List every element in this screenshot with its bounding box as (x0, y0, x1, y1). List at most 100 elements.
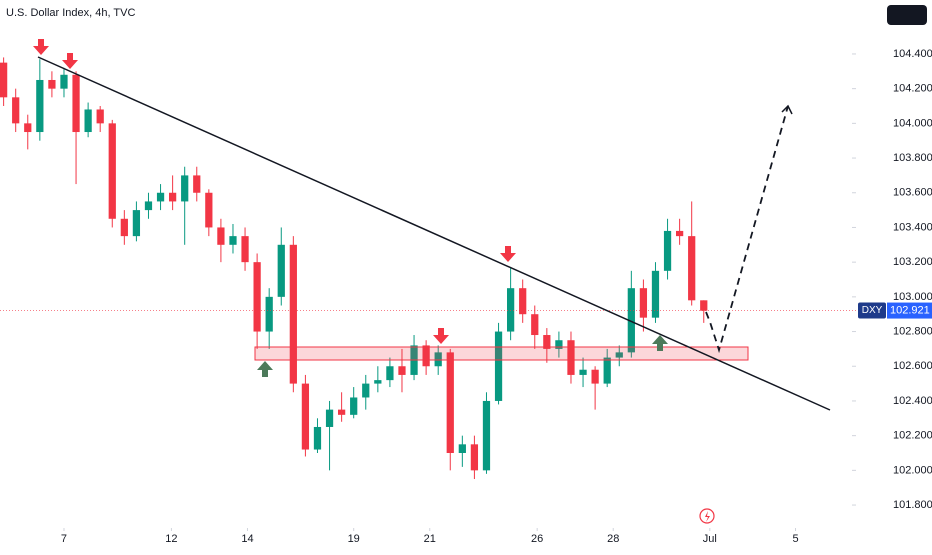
x-tick-label: 28 (607, 533, 619, 545)
y-tick-label: 103.000 (893, 291, 932, 303)
candle-body (289, 244, 297, 384)
candle-body (531, 314, 539, 336)
candle-body (615, 352, 623, 358)
chart-title: U.S. Dollar Index, 4h, TVC (6, 7, 135, 19)
candle-body (374, 380, 382, 384)
y-tick-label: 102.800 (893, 325, 932, 337)
candle-body (48, 79, 56, 89)
down-arrow (500, 246, 516, 262)
candle-body (639, 288, 648, 318)
candle-body (579, 369, 587, 375)
candle-body (663, 230, 672, 271)
candle-body (470, 444, 479, 471)
candle-body (446, 352, 454, 453)
candle-body (253, 262, 261, 332)
candle-body (555, 340, 563, 349)
candle-body (181, 175, 189, 202)
y-tick-label: 103.800 (893, 152, 932, 164)
candle-body (338, 409, 346, 415)
candle-body (229, 236, 237, 245)
candle-body (36, 79, 44, 133)
x-tick-label: 21 (424, 533, 436, 545)
x-tick-label: 12 (165, 533, 177, 545)
candle-body (603, 357, 611, 384)
down-arrow (33, 39, 49, 55)
x-tick-label: 7 (61, 533, 67, 545)
y-tick-label: 102.400 (893, 395, 932, 407)
candle-body (422, 345, 430, 367)
candle-body (676, 230, 684, 237)
candle-body (688, 236, 696, 301)
trend-line (37, 56, 831, 411)
y-tick-label: 102.000 (893, 464, 932, 476)
candle-body (651, 270, 660, 318)
candle-body (72, 74, 80, 133)
candle-body (434, 352, 442, 367)
last-price-label: 102.921 (890, 304, 930, 316)
candle-body (169, 192, 177, 202)
y-tick-label: 101.800 (893, 499, 932, 511)
candle-body (567, 340, 575, 375)
down-arrow (433, 328, 449, 344)
candle-body (301, 383, 310, 450)
candle-body (507, 288, 515, 332)
y-tick-label: 104.200 (893, 83, 932, 95)
price-badge (887, 302, 932, 319)
y-tick-label: 102.200 (893, 430, 932, 442)
symbol-label: DXY (862, 305, 883, 316)
candle-body (241, 236, 249, 263)
y-tick-label: 103.400 (893, 221, 932, 233)
down-arrow (62, 53, 78, 69)
candle-body (156, 192, 165, 202)
y-tick-label: 102.600 (893, 360, 932, 372)
candle-body (350, 397, 358, 415)
candle-body (12, 97, 20, 124)
candle-body (591, 369, 599, 384)
candle-body (482, 400, 491, 471)
projection-arrowhead (781, 104, 793, 115)
candle-body (519, 288, 527, 315)
candle-body (386, 366, 394, 381)
y-tick-label: 104.400 (893, 48, 932, 60)
y-tick-label: 104.000 (893, 117, 932, 129)
candle-body (325, 409, 334, 427)
x-tick-label: Jul (703, 533, 717, 545)
menu-button[interactable] (887, 5, 927, 25)
y-tick-label: 103.600 (893, 187, 932, 199)
candle-body (24, 123, 32, 133)
candle-body (313, 426, 322, 450)
candle-body (108, 123, 116, 219)
candle-body (700, 300, 708, 311)
candle-body (193, 175, 201, 193)
candle-body (277, 244, 285, 297)
candle-body (217, 227, 225, 245)
candle-body (265, 296, 273, 332)
x-tick-label: 19 (348, 533, 360, 545)
candle-body (205, 192, 213, 228)
candle-body (543, 335, 551, 349)
projection-path (705, 105, 789, 354)
x-tick-label: 26 (531, 533, 543, 545)
up-arrow (257, 361, 273, 377)
candle-body (0, 62, 8, 98)
plot-area: 101.800 102.000 102.200 102.400 102.600 102.8… (0, 48, 932, 545)
candle-body (60, 74, 68, 89)
event-icon-bolt (705, 511, 710, 522)
y-tick-label: 103.200 (893, 256, 932, 268)
candle-body (120, 218, 128, 237)
candle-body (627, 288, 635, 353)
support-zone (254, 346, 749, 361)
x-tick-label: 14 (241, 533, 253, 545)
candle-body (84, 109, 92, 133)
up-arrow (652, 335, 668, 351)
candle-body (362, 383, 370, 398)
candle-body (494, 331, 503, 401)
sell-arrows (33, 39, 516, 344)
event-icon[interactable] (699, 508, 715, 524)
candle-body (398, 366, 406, 375)
buy-arrows (257, 335, 668, 377)
candle-body (132, 210, 141, 237)
x-tick-label: 5 (792, 533, 798, 545)
